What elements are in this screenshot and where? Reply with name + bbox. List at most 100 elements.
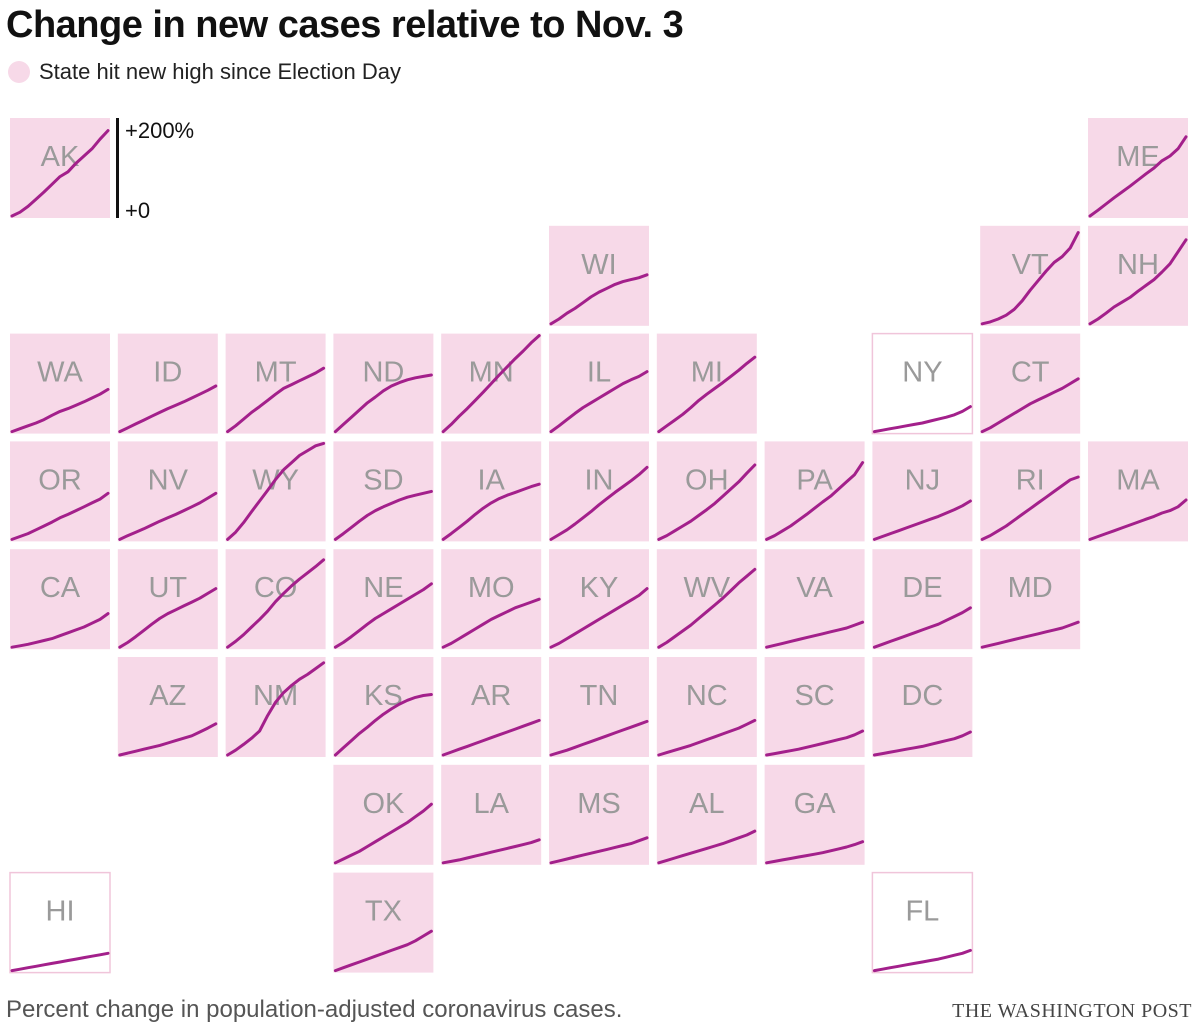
state-tile-sc: SC xyxy=(764,657,865,757)
state-label: PA xyxy=(796,464,833,496)
state-tile-dc: DC xyxy=(872,657,973,757)
state-tile-sd: SD xyxy=(333,441,434,542)
series-line-dc xyxy=(872,730,972,757)
series-line-ri xyxy=(980,475,1080,541)
state-tile-ks: KS xyxy=(333,657,434,757)
series-line-va xyxy=(765,620,865,649)
series-line-me xyxy=(1088,135,1188,218)
state-tile-mt: MT xyxy=(225,333,326,434)
series-line-ar xyxy=(441,718,541,757)
series-line-ga xyxy=(765,840,865,865)
state-label: IN xyxy=(585,464,614,496)
state-label: AL xyxy=(689,788,724,820)
state-label: SC xyxy=(794,680,834,712)
series-line-ut xyxy=(118,587,218,649)
state-tile-background xyxy=(549,225,649,326)
state-label: HI xyxy=(46,896,75,928)
series-line-sd xyxy=(333,489,433,541)
state-tile-background xyxy=(117,333,218,434)
series-line-il xyxy=(549,370,649,434)
state-tile-background xyxy=(980,549,1081,650)
series-line-pa xyxy=(765,461,865,541)
state-tile-me: ME xyxy=(1088,118,1188,218)
legend-label: State hit new high since Election Day xyxy=(39,59,401,84)
state-tile-background xyxy=(10,441,110,542)
series-line-mo xyxy=(441,597,541,649)
state-tile-ok: OK xyxy=(333,764,434,865)
series-line-la xyxy=(441,838,541,865)
state-tile-va: VA xyxy=(764,549,865,650)
state-tile-background xyxy=(764,657,865,757)
state-label: OR xyxy=(38,464,82,496)
state-label: MO xyxy=(468,572,515,604)
state-tile-background xyxy=(10,118,110,218)
state-tile-wv: WV xyxy=(656,549,757,650)
state-tile-background xyxy=(1088,441,1188,542)
state-tile-background xyxy=(872,549,973,650)
state-label: AK xyxy=(41,141,80,173)
state-tile-ar: AR xyxy=(441,657,542,757)
series-line-md xyxy=(980,620,1080,649)
state-tile-ut: UT xyxy=(117,549,218,650)
series-line-mn xyxy=(441,334,541,434)
state-label: NC xyxy=(686,680,728,712)
series-line-ct xyxy=(980,377,1080,434)
state-tile-background xyxy=(549,441,649,542)
state-tile-background xyxy=(656,441,757,542)
state-tile-mo: MO xyxy=(441,549,542,650)
state-label: TX xyxy=(365,896,402,928)
state-tile-background xyxy=(225,549,326,650)
series-line-ny xyxy=(872,405,972,434)
state-label: WA xyxy=(37,357,83,389)
state-tile-background xyxy=(549,764,649,865)
state-label: NY xyxy=(902,357,942,389)
state-label: LA xyxy=(473,788,509,820)
series-line-id xyxy=(118,384,218,434)
scale-bar xyxy=(116,118,119,218)
state-tile-background xyxy=(764,441,865,542)
state-tile-mi: MI xyxy=(656,333,757,434)
state-tile-ga: GA xyxy=(764,764,865,865)
state-label: VA xyxy=(796,572,833,604)
state-tile-ct: CT xyxy=(980,333,1081,434)
state-tile-tn: TN xyxy=(549,657,649,757)
series-line-oh xyxy=(657,463,757,541)
state-tile-background xyxy=(441,441,542,542)
state-label: CT xyxy=(1011,357,1050,389)
state-label: GA xyxy=(794,788,837,820)
state-label: IA xyxy=(477,464,505,496)
state-tile-vt: VT xyxy=(980,225,1081,326)
state-tile-ky: KY xyxy=(549,549,649,650)
series-line-de xyxy=(872,606,972,649)
series-line-sc xyxy=(765,729,865,757)
state-label: WV xyxy=(683,572,730,604)
state-tile-background xyxy=(549,333,649,434)
state-tile-background xyxy=(1088,225,1188,326)
state-label: TN xyxy=(580,680,619,712)
state-label: NJ xyxy=(905,464,940,496)
state-tile-background xyxy=(656,333,757,434)
source-credit: THE WASHINGTON POST xyxy=(952,1000,1192,1022)
legend-swatch xyxy=(8,61,30,83)
state-label: FL xyxy=(905,896,939,928)
scale-top-label: +200% xyxy=(125,118,195,143)
series-line-hi xyxy=(10,951,110,973)
series-line-az xyxy=(118,722,218,757)
state-tile-la: LA xyxy=(441,764,542,865)
state-tile-nc: NC xyxy=(656,657,757,757)
state-tile-tx: TX xyxy=(333,872,434,973)
state-tile-ri: RI xyxy=(980,441,1081,542)
series-line-ak xyxy=(10,129,110,218)
state-label: IL xyxy=(587,357,611,389)
state-label: MT xyxy=(255,357,297,389)
state-label: DE xyxy=(902,572,942,604)
series-line-ia xyxy=(441,482,541,541)
series-line-mt xyxy=(226,366,326,434)
state-tile-md: MD xyxy=(980,549,1081,650)
state-label: SD xyxy=(363,464,403,496)
state-tile-il: IL xyxy=(549,333,649,434)
state-label: DC xyxy=(901,680,943,712)
state-label: WI xyxy=(581,249,616,281)
state-tile-wy: WY xyxy=(225,441,326,542)
